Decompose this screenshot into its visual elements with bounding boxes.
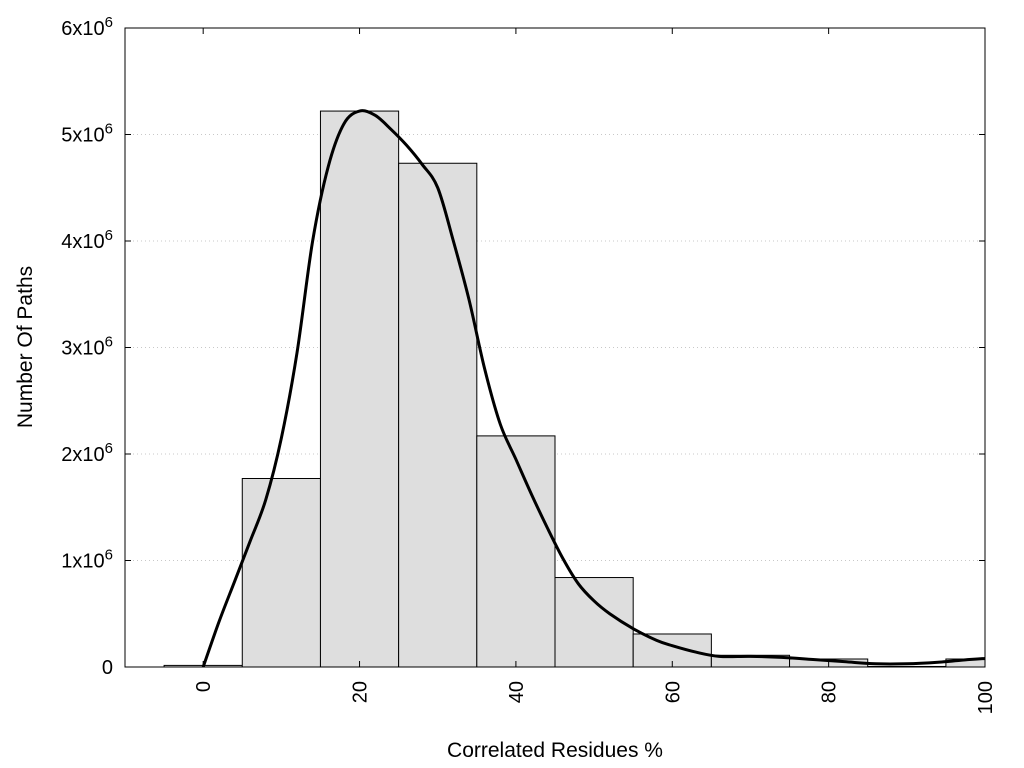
y-tick-label: 5x106 <box>61 121 113 147</box>
y-tick-label: 0 <box>102 657 113 679</box>
x-tick-label: 0 <box>193 681 215 692</box>
x-axis-ticks: 0 20 40 60 80 100 <box>193 28 997 714</box>
x-tick-label: 80 <box>819 681 841 703</box>
density-curve-layer <box>201 109 986 668</box>
y-tick-label: 3x106 <box>61 334 113 360</box>
density-curve <box>201 109 986 668</box>
y-tick-label: 1x106 <box>61 547 113 573</box>
y-tick-label: 6x106 <box>61 14 113 40</box>
y-axis-ticks: 0 1x106 2x106 3x106 4x106 5x106 6x106 <box>61 14 985 679</box>
x-tick-label: 60 <box>662 681 684 703</box>
histogram-bar <box>398 162 478 668</box>
histogram-bar <box>241 477 321 668</box>
x-axis-title: Correlated Residues % <box>447 739 663 762</box>
bars <box>163 110 986 668</box>
y-axis-title: Number Of Paths <box>14 266 37 428</box>
histogram-bar <box>319 110 400 668</box>
x-tick-label: 40 <box>506 681 528 703</box>
y-tick-label: 2x106 <box>61 440 113 466</box>
x-tick-label: 100 <box>975 681 997 714</box>
x-tick-label: 20 <box>350 681 372 703</box>
grid-lines <box>125 134 985 561</box>
y-tick-label: 4x106 <box>61 227 113 253</box>
histogram-bar <box>476 435 556 668</box>
